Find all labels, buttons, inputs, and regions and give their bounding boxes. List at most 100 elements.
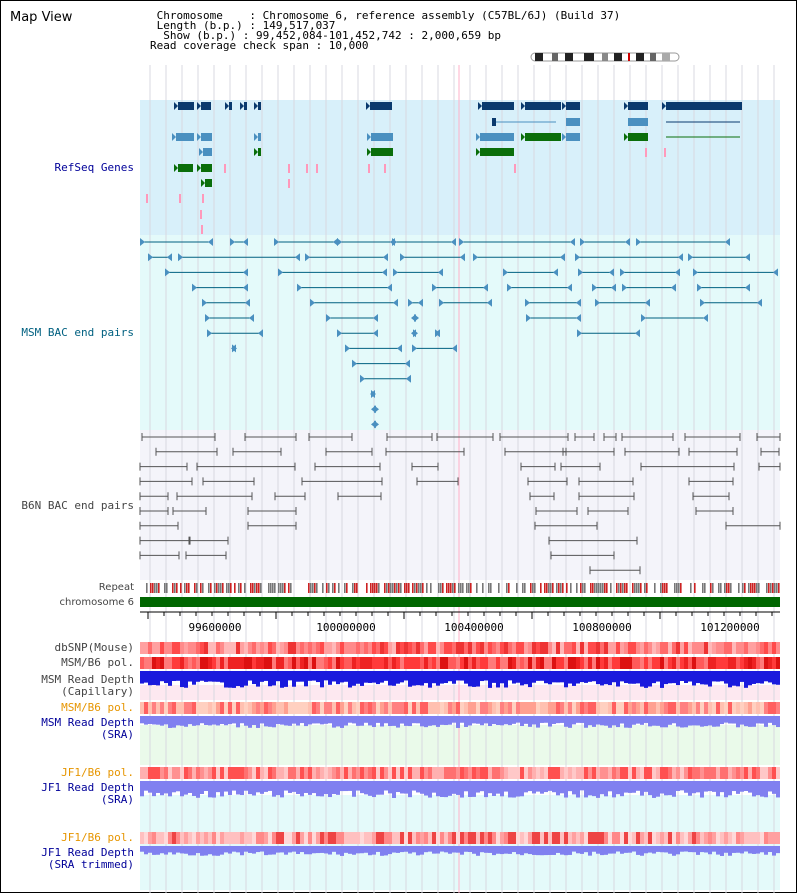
heat-cell <box>284 767 288 779</box>
bac-end <box>165 268 170 277</box>
heat-cell <box>516 702 520 714</box>
heat-cell <box>716 702 720 714</box>
depth-bar <box>640 671 644 687</box>
heat-cell <box>524 832 528 844</box>
repeat-mark <box>594 583 596 593</box>
heat-cell <box>584 642 588 654</box>
depth-bar <box>224 781 228 792</box>
depth-bar <box>428 716 432 726</box>
bac-end <box>243 283 248 292</box>
depth-bar <box>464 716 468 727</box>
repeat-mark <box>506 583 508 593</box>
heat-cell <box>428 832 432 844</box>
repeat-mark <box>742 583 744 593</box>
depth-bar <box>204 846 208 856</box>
heat-cell <box>420 767 424 779</box>
heat-cell <box>580 642 584 654</box>
heat-cell <box>196 832 200 844</box>
repeat-mark <box>498 583 500 593</box>
heat-cell <box>592 657 596 669</box>
bac-end <box>641 314 646 322</box>
msm-bac-track[interactable] <box>140 238 778 429</box>
heat-cell <box>216 642 220 654</box>
heat-cell <box>652 767 656 779</box>
depth-bar <box>604 781 608 797</box>
heat-cell <box>592 767 596 779</box>
heat-cell <box>304 702 308 714</box>
depth-bar <box>620 671 624 682</box>
heat-cell <box>436 832 440 844</box>
heat-cell <box>752 657 756 669</box>
depth-bar <box>312 781 316 794</box>
depth-bar <box>600 846 604 856</box>
repeat-mark <box>166 583 168 593</box>
heat-cell <box>356 702 360 714</box>
heat-cell <box>436 767 440 779</box>
repeat-mark <box>200 583 202 593</box>
heat-cell <box>544 702 548 714</box>
gene <box>205 179 212 187</box>
repeat-mark <box>354 583 356 593</box>
heat-cell <box>572 702 576 714</box>
depth-bar <box>516 846 520 855</box>
repeat-mark <box>454 583 456 593</box>
heat-cell <box>412 702 416 714</box>
heat-cell <box>528 832 532 844</box>
heat-cell <box>720 767 724 779</box>
heat-cell <box>388 767 392 779</box>
depth-bar <box>220 716 224 725</box>
polymorphism-tracks <box>140 642 780 856</box>
axis-tick-label: 100800000 <box>572 621 632 634</box>
chromosome-ideogram[interactable] <box>530 52 680 62</box>
heat-cell <box>684 657 688 669</box>
depth-bar <box>720 846 724 856</box>
heat-cell <box>216 767 220 779</box>
heat-cell <box>732 657 736 669</box>
b6n-bac-track[interactable] <box>139 433 781 575</box>
heat-cell <box>480 832 484 844</box>
depth-bar <box>184 671 188 688</box>
heat-cell <box>368 832 372 844</box>
heat-cell <box>684 832 688 844</box>
heat-cell <box>276 767 280 779</box>
gene <box>480 133 514 141</box>
depth-bar <box>508 716 512 726</box>
repeat-mark <box>390 583 392 593</box>
depth-bar <box>416 671 420 686</box>
refseq-genes-track[interactable] <box>146 102 742 234</box>
depth-bar <box>248 846 252 853</box>
heat-cell <box>504 767 508 779</box>
heat-cell <box>592 702 596 714</box>
heat-cell <box>276 642 280 654</box>
depth-bar <box>328 716 332 724</box>
depth-bar <box>364 716 368 723</box>
heat-cell <box>232 767 236 779</box>
depth-bar <box>544 846 548 856</box>
depth-bar <box>332 846 336 852</box>
depth-bar <box>644 781 648 792</box>
depth-bar <box>436 846 440 854</box>
heat-cell <box>296 832 300 844</box>
depth-bar <box>184 846 188 854</box>
depth-bar <box>300 671 304 682</box>
depth-bar <box>572 671 576 686</box>
heat-cell <box>516 832 520 844</box>
heat-cell <box>368 767 372 779</box>
heat-cell <box>232 702 236 714</box>
heat-cell <box>616 702 620 714</box>
bac-end <box>371 420 376 429</box>
repeat-track <box>146 583 780 593</box>
msm-depth-capillary-label: MSM Read Depth <box>41 673 134 686</box>
depth-bar <box>488 671 492 688</box>
heat-cell <box>656 832 660 844</box>
heat-cell <box>704 832 708 844</box>
depth-bar <box>328 781 332 798</box>
heat-cell <box>292 832 296 844</box>
depth-bar <box>300 716 304 724</box>
depth-bar <box>376 671 380 685</box>
repeat-mark <box>146 583 148 593</box>
bac-end <box>400 253 405 262</box>
depth-bar <box>292 781 296 792</box>
